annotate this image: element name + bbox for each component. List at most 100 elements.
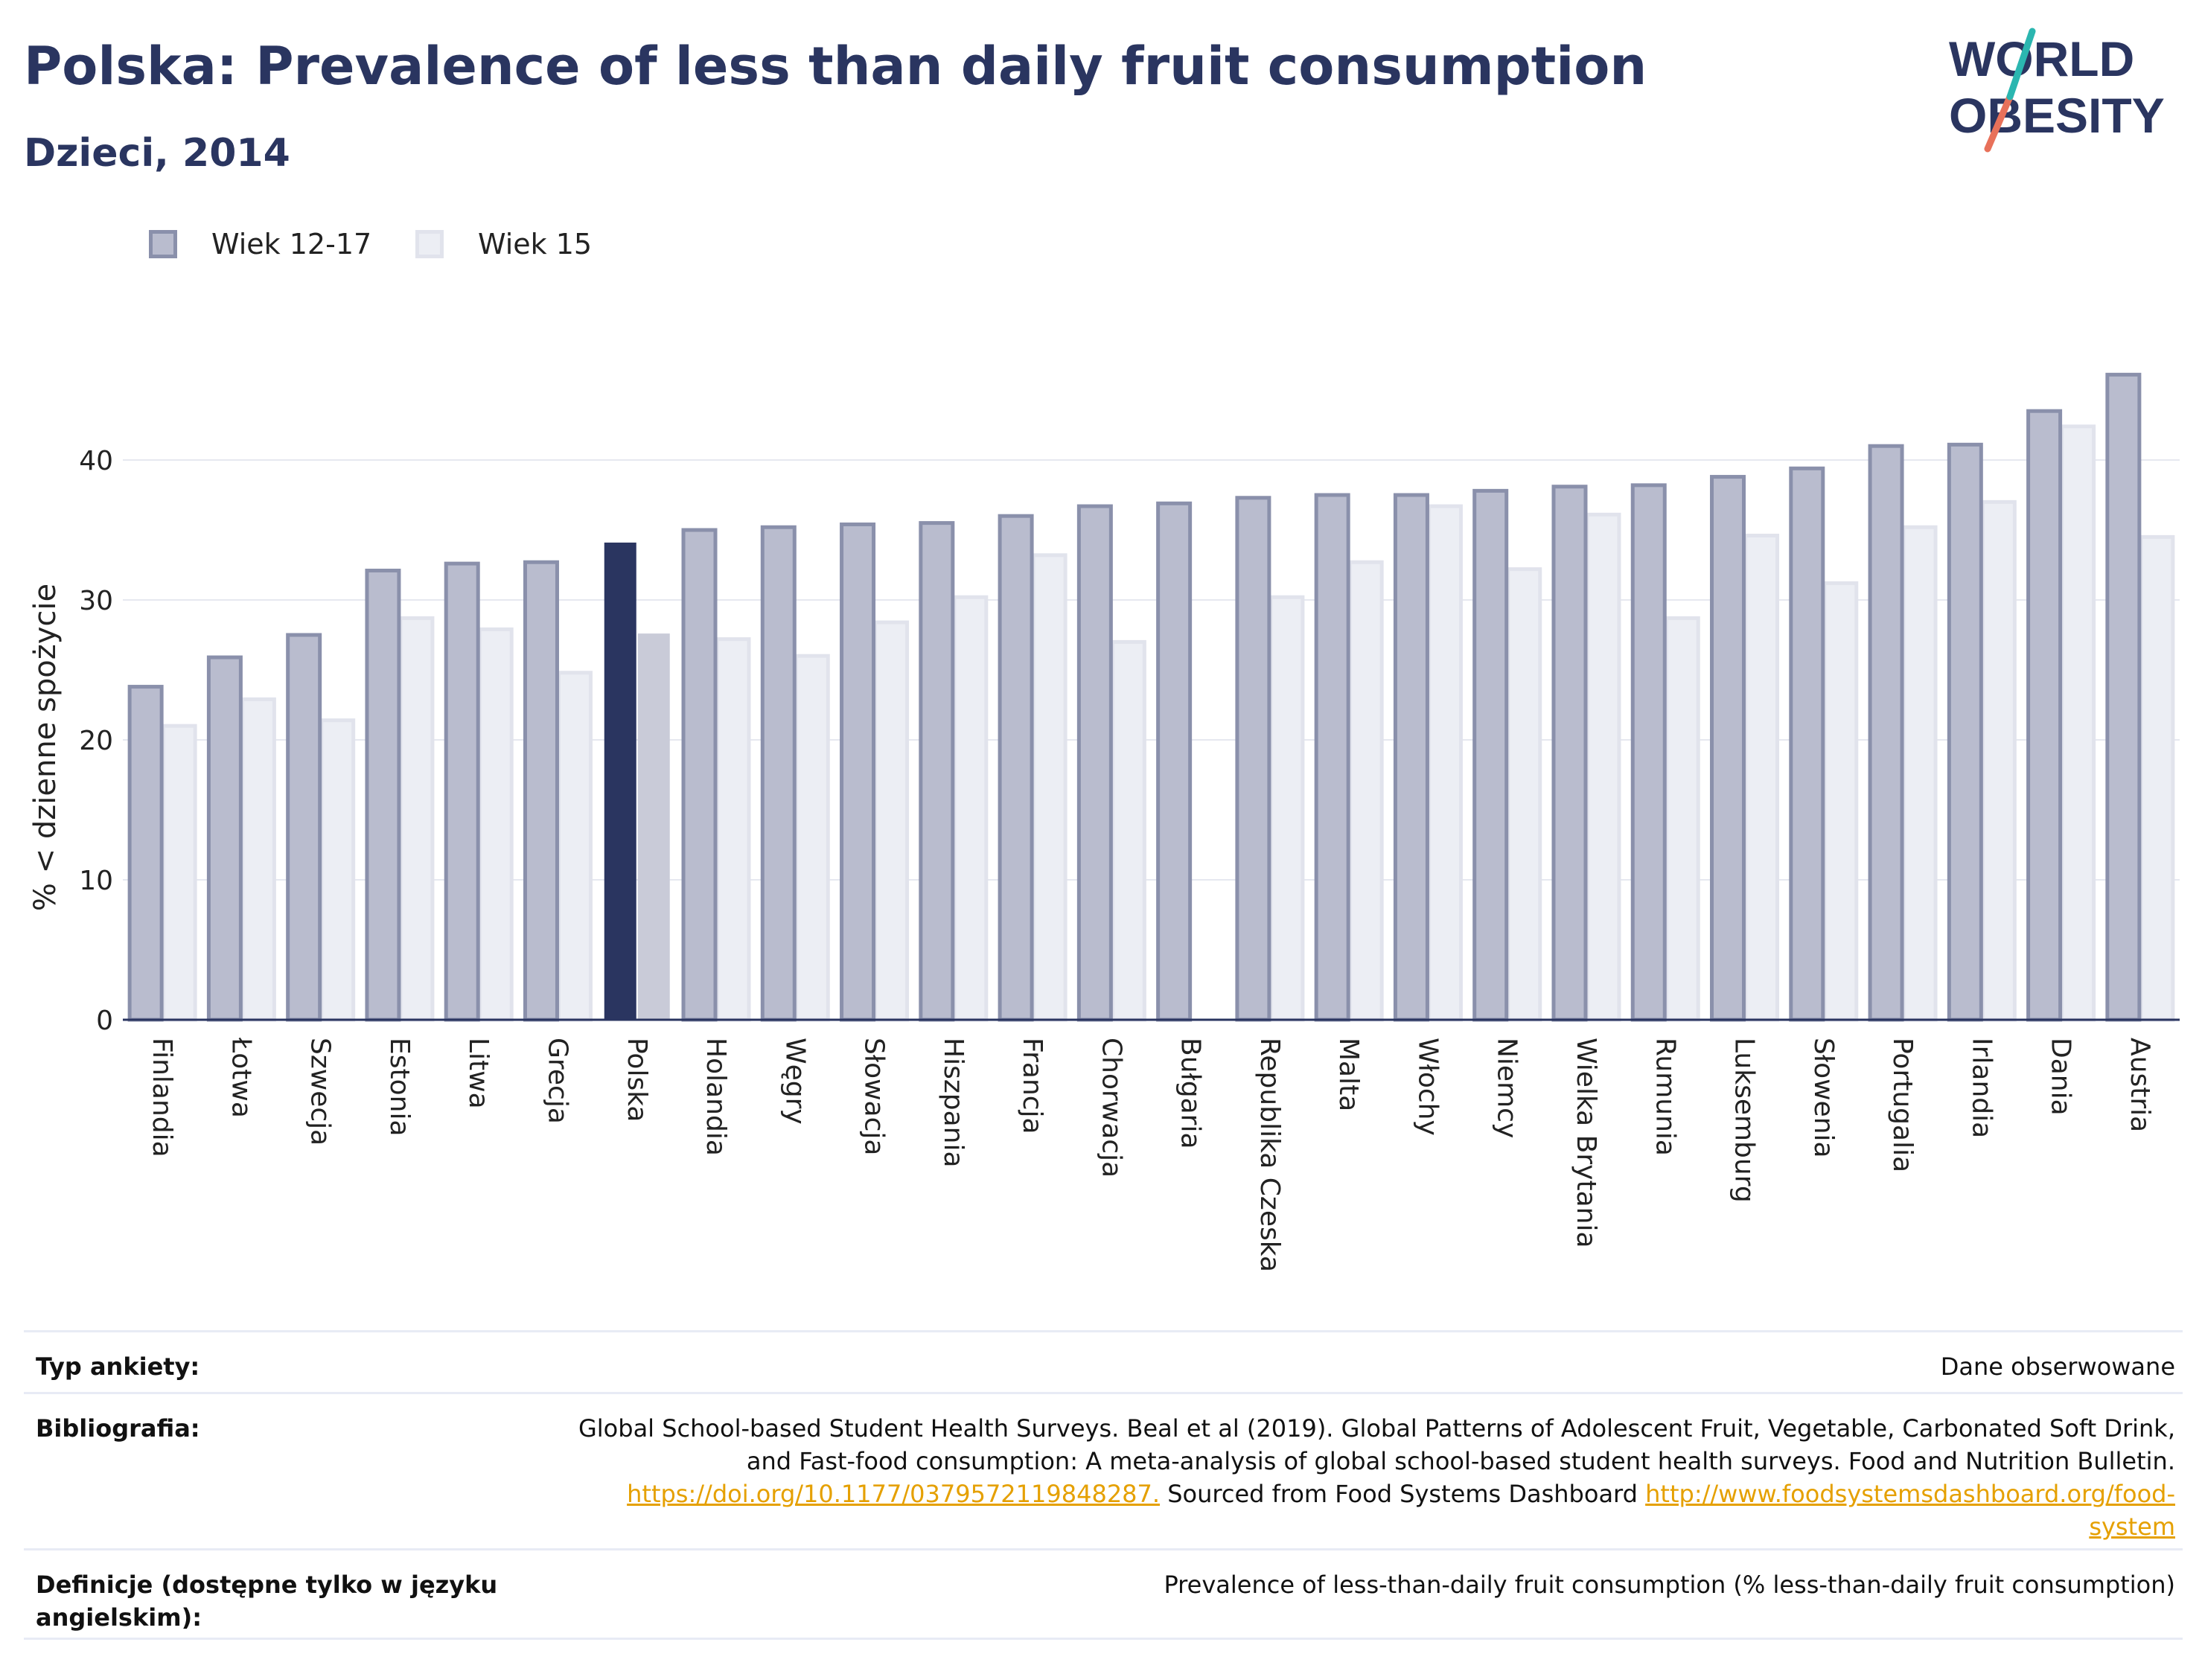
- bar-series2: [1743, 534, 1780, 1022]
- x-tick-label: Wielka Brytania: [1571, 1038, 1601, 1248]
- info-row-definitions: Definicje (dostępne tylko w języku angie…: [24, 1548, 2183, 1632]
- bar-series2: [556, 671, 593, 1022]
- bar-series2: [1347, 560, 1384, 1022]
- bar-series1: [1868, 444, 1904, 1022]
- bar-series1: [127, 685, 164, 1022]
- x-tick-label: Luksemburg: [1729, 1038, 1760, 1203]
- bar-series1: [206, 655, 243, 1022]
- bar-series1: [840, 522, 876, 1022]
- bar-series2: [2139, 534, 2175, 1022]
- y-tick-label: 0: [96, 1006, 113, 1036]
- y-tick-label: 10: [79, 866, 113, 896]
- bibliography-line-2: and Fast-food consumption: A meta-analys…: [746, 1447, 2175, 1475]
- bar-series1: [604, 542, 636, 1020]
- info-row-bibliography: Bibliografia: Global School-based Studen…: [24, 1392, 2183, 1541]
- legend-swatch-series1: [149, 230, 177, 258]
- y-axis-label: % < dzienne spożycie: [28, 584, 63, 911]
- bar-series2: [873, 620, 910, 1022]
- bar-series2: [1822, 581, 1859, 1022]
- bar-series1: [1630, 483, 1667, 1022]
- bar-series2: [240, 697, 276, 1022]
- svg-text:WORLD: WORLD: [1949, 31, 2134, 86]
- legend-item-series1[interactable]: Wiek 12-17: [149, 222, 371, 266]
- x-tick-label: Słowacja: [859, 1038, 890, 1155]
- bar-series2: [1110, 639, 1146, 1022]
- bar-series1: [286, 633, 322, 1022]
- bar-series1: [1710, 475, 1746, 1022]
- x-tick-label: Irlandia: [1966, 1038, 1997, 1138]
- definitions-value: Prevalence of less-than-daily fruit cons…: [1164, 1571, 2175, 1599]
- bar-series1: [2105, 372, 2142, 1022]
- x-tick-label: Litwa: [463, 1038, 494, 1109]
- bar-series2: [1585, 512, 1621, 1022]
- x-tick-label: Malta: [1333, 1038, 1364, 1111]
- bar-series2: [1268, 595, 1305, 1022]
- x-tick-label: Węgry: [779, 1038, 810, 1125]
- info-row-survey: Typ ankiety: Dane obserwowane: [24, 1330, 2183, 1381]
- x-tick-label: Grecja: [542, 1038, 572, 1124]
- page-title: Polska: Prevalence of less than daily fr…: [24, 36, 1647, 97]
- bar-series2: [1426, 504, 1463, 1022]
- legend-label-series2: Wiek 15: [478, 228, 593, 261]
- bar-series1: [1472, 488, 1509, 1022]
- legend-item-series2[interactable]: Wiek 15: [415, 222, 592, 266]
- x-tick-label: Włochy: [1412, 1038, 1443, 1136]
- x-tick-label: Francja: [1017, 1038, 1047, 1134]
- survey-type-label: Typ ankiety:: [36, 1352, 200, 1381]
- bar-series2: [477, 627, 514, 1022]
- bar-series2: [1980, 499, 2017, 1022]
- x-tick-label: Słowenia: [1808, 1038, 1839, 1158]
- bar-series1: [523, 560, 559, 1022]
- x-tick-label: Łotwa: [226, 1037, 256, 1118]
- x-tick-label: Niemcy: [1492, 1038, 1522, 1138]
- x-tick-label: Finlandia: [147, 1038, 177, 1157]
- bar-series1: [1551, 485, 1588, 1022]
- doi-link[interactable]: https://doi.org/10.1177/0379572119848287…: [627, 1480, 1161, 1508]
- bar-chart: 0 10 20 30 40 % < dzienne spożycie Finlandia Ło…: [28, 372, 2180, 1272]
- x-tick-label: Chorwacja: [1096, 1038, 1126, 1178]
- x-tick-label: Rumunia: [1650, 1038, 1680, 1156]
- bar-series1: [365, 569, 401, 1022]
- bar-series2: [1506, 567, 1542, 1022]
- bar-series1: [1235, 496, 1271, 1022]
- x-tick-label: Austria: [2125, 1038, 2155, 1132]
- bottom-divider: [24, 1638, 2183, 1640]
- bar-series2: [794, 654, 830, 1022]
- x-tick-label: Estonia: [384, 1038, 415, 1137]
- bibliography-label: Bibliografia:: [36, 1414, 200, 1443]
- bar-series1: [1156, 501, 1193, 1022]
- x-tick-label: Hiszpania: [938, 1038, 968, 1168]
- x-tick-label: Szwecja: [305, 1038, 336, 1146]
- bar-series1: [444, 561, 480, 1022]
- bar-series2: [398, 616, 435, 1022]
- bibliography-line-4: system: [575, 1510, 2175, 1543]
- legend-swatch-series2: [415, 230, 444, 258]
- y-tick-label: 40: [79, 446, 113, 476]
- food-systems-link-cont[interactable]: system: [2089, 1513, 2175, 1541]
- bar-series1: [2026, 409, 2063, 1022]
- bar-series1: [998, 514, 1034, 1022]
- x-tick-label: Dania: [2046, 1038, 2076, 1116]
- bar-series1: [1789, 466, 1825, 1022]
- bibliography-value: Global School-based Student Health Surve…: [575, 1412, 2175, 1543]
- bar-series2: [715, 637, 751, 1022]
- bar-series1: [760, 525, 797, 1022]
- food-systems-link[interactable]: http://www.foodsystemsdashboard.org/food…: [1645, 1480, 2175, 1508]
- y-tick-label: 20: [79, 726, 113, 756]
- bar-series2: [1664, 616, 1700, 1022]
- bar-series2: [952, 595, 989, 1022]
- x-tick-label: Holandia: [701, 1038, 731, 1156]
- page-subtitle: Dzieci, 2014: [24, 131, 290, 176]
- bar-series1: [681, 528, 718, 1022]
- svg-text:OBESITY: OBESITY: [1949, 88, 2165, 143]
- x-tick-label: Portugalia: [1887, 1038, 1918, 1172]
- x-tick-label: Republika Czeska: [1254, 1038, 1285, 1272]
- bar-series1: [1393, 493, 1429, 1022]
- bar-series1: [1314, 493, 1350, 1022]
- definitions-label: Definicje (dostępne tylko w języku angie…: [36, 1571, 498, 1632]
- bar-series2: [2060, 424, 2096, 1022]
- y-tick-label: 30: [79, 586, 113, 616]
- x-tick-label: Bułgaria: [1175, 1038, 1206, 1149]
- world-obesity-logo: WORLD OBESITY: [1949, 28, 2165, 153]
- x-tick-label: Polska: [622, 1038, 652, 1122]
